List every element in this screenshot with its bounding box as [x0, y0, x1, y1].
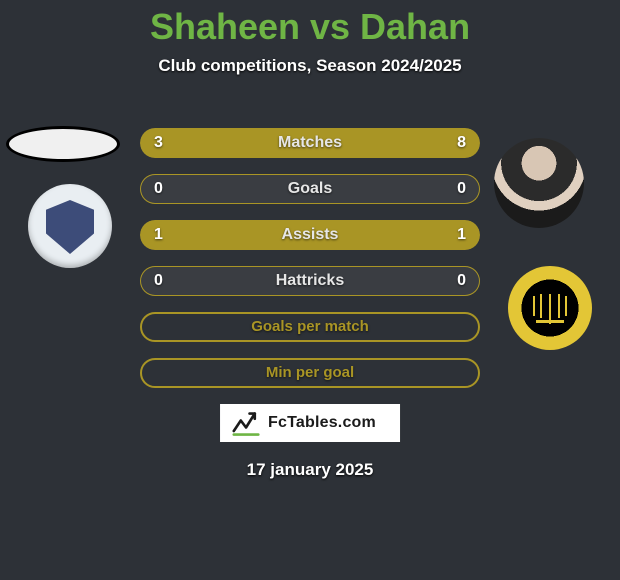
stat-value-right: 0 [457, 174, 466, 204]
left-player-avatar-placeholder [6, 126, 120, 162]
stat-value-right: 8 [457, 128, 466, 158]
stat-bar-extra: Min per goal [140, 358, 480, 388]
stat-value-right: 0 [457, 266, 466, 296]
fctables-logo-icon [232, 410, 260, 438]
right-player-avatar [494, 138, 584, 228]
stat-bar: 0Hattricks0 [140, 266, 480, 296]
stat-label: Matches [140, 128, 480, 158]
stat-bar-extra: Goals per match [140, 312, 480, 342]
brand-badge[interactable]: FcTables.com [220, 404, 400, 442]
footer-date: 17 january 2025 [0, 460, 620, 480]
right-club-badge [508, 266, 592, 350]
brand-label: FcTables.com [268, 414, 376, 431]
left-club-badge [28, 184, 112, 268]
stat-label: Assists [140, 220, 480, 250]
stat-label: Hattricks [140, 266, 480, 296]
stat-label: Goals per match [142, 314, 478, 340]
stat-label: Min per goal [142, 360, 478, 386]
stat-label: Goals [140, 174, 480, 204]
stat-value-right: 1 [457, 220, 466, 250]
page-title: Shaheen vs Dahan [0, 6, 620, 48]
stats-bars: 3Matches80Goals01Assists10Hattricks0Goal… [140, 128, 480, 404]
stat-bar: 3Matches8 [140, 128, 480, 158]
stat-bar: 0Goals0 [140, 174, 480, 204]
stat-bar: 1Assists1 [140, 220, 480, 250]
page-subtitle: Club competitions, Season 2024/2025 [0, 56, 620, 76]
